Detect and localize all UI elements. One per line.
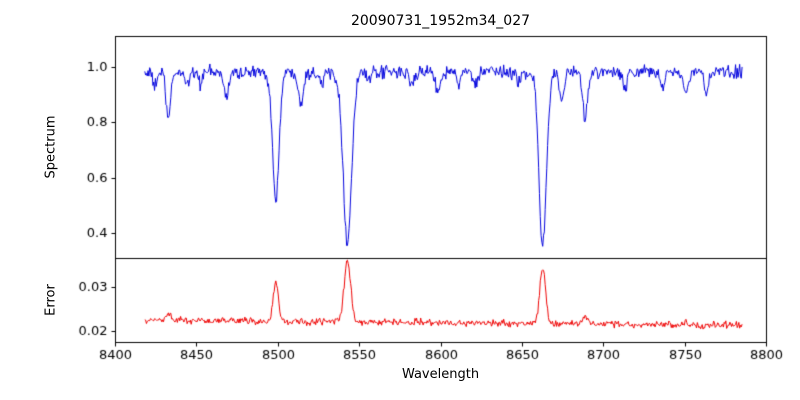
x-axis-label: Wavelength xyxy=(401,367,480,382)
chart-title: 20090731_1952m34_027 xyxy=(350,13,531,29)
error-axis-label: Error xyxy=(43,284,59,316)
spectrum-axis-label: Spectrum xyxy=(43,115,59,179)
